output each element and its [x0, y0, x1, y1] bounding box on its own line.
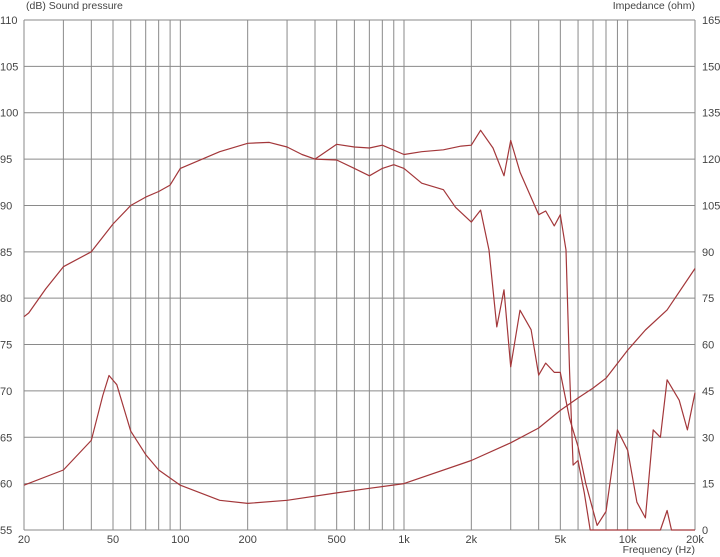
y2-tick-label: 15: [702, 479, 714, 491]
right-axis-title: Impedance (ohm): [613, 0, 695, 12]
y-tick-label: 65: [0, 432, 12, 444]
x-tick-label: 1k: [398, 534, 410, 546]
x-tick-label: 20: [18, 534, 30, 546]
y-tick-label: 110: [0, 15, 18, 27]
x-tick-label: 20k: [686, 534, 704, 546]
y-tick-label: 60: [0, 479, 12, 491]
y-tick-label: 100: [0, 108, 18, 120]
spl-curve-2: [314, 158, 696, 526]
y-tick-label: 55: [0, 525, 12, 537]
y2-tick-label: 165: [702, 15, 720, 27]
x-tick-label: 5k: [555, 534, 567, 546]
left-axis-title: (dB) Sound pressure: [26, 0, 123, 12]
y2-tick-label: 45: [702, 386, 714, 398]
y2-tick-label: 75: [702, 293, 714, 305]
x-tick-label: 2k: [466, 534, 478, 546]
x-axis-title: Frequency (Hz): [623, 544, 695, 556]
x-tick-label: 100: [171, 534, 189, 546]
y2-tick-label: 0: [702, 525, 708, 537]
y2-tick-label: 60: [702, 340, 714, 352]
y-tick-label: 105: [0, 61, 18, 73]
y2-tick-label: 90: [702, 247, 714, 259]
y2-tick-label: 150: [702, 61, 720, 73]
impedance-curve: [23, 268, 696, 504]
x-tick-label: 200: [238, 534, 256, 546]
x-tick-label: 10k: [619, 534, 637, 546]
tick-labels: 55 60 65 70 75 80 85 90 95 100 105 110 0 15 30 45 60 75 90…: [0, 15, 720, 546]
y2-tick-label: 105: [702, 200, 720, 212]
spl-curve-1: [23, 129, 695, 531]
y-tick-label: 90: [0, 200, 12, 212]
y-tick-label: 75: [0, 340, 12, 352]
series-lines: [23, 129, 696, 531]
y2-tick-label: 30: [702, 432, 714, 444]
y2-tick-label: 120: [702, 154, 720, 166]
y-tick-label: 70: [0, 386, 12, 398]
y-tick-label: 85: [0, 247, 12, 259]
x-tick-label: 50: [107, 534, 119, 546]
x-tick-label: 500: [327, 534, 345, 546]
grid: [23, 19, 696, 531]
y-tick-label: 95: [0, 154, 12, 166]
y2-tick-label: 135: [702, 108, 720, 120]
y-tick-label: 80: [0, 293, 12, 305]
